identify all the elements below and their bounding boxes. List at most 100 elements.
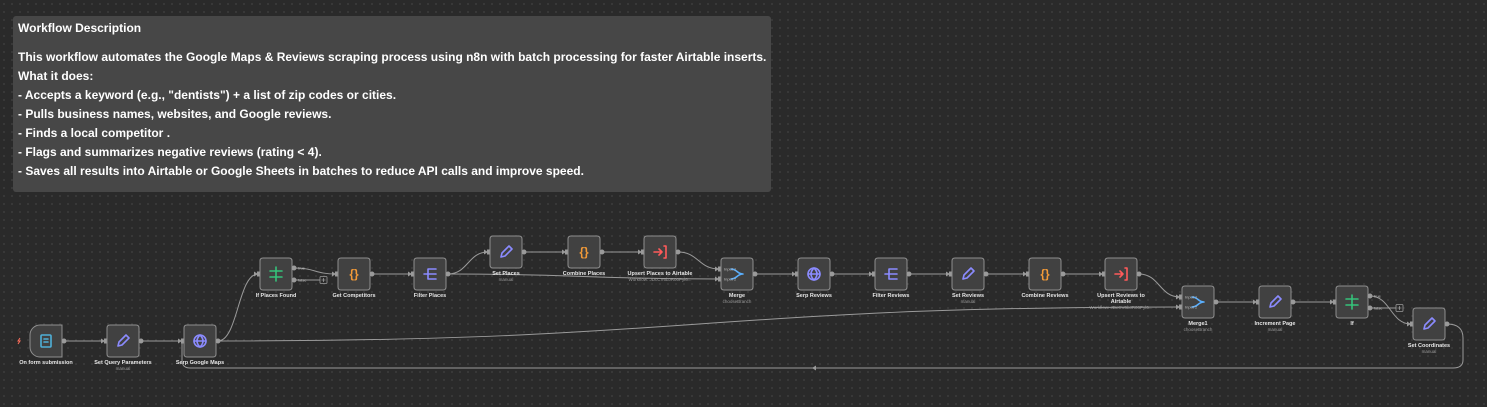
workflow-node[interactable]: {} Combine Places [563,235,606,277]
node-label: Serp Google Maps [176,360,224,366]
arrow-head [869,271,873,277]
output-label: true [298,266,306,271]
output-handle[interactable] [1367,293,1373,299]
note-line: What it does: [18,69,94,83]
input-handle [949,271,952,277]
node-label: Set Places [492,271,520,277]
input-handle [411,271,414,277]
output-handle[interactable] [906,271,912,277]
node-icon [1269,295,1282,308]
add-button[interactable] [319,276,328,284]
node-subtitle: Workflow: JDcCV6bJR00Pyl6... [629,277,692,282]
input-label: Input 2 [1185,305,1198,310]
arrow-head [1330,299,1334,305]
input-label: Input 2 [724,277,737,282]
node-box [1028,257,1062,291]
node-subtitle: manual [116,366,131,371]
node-subtitle: manual [1422,349,1437,354]
output-handle[interactable] [1290,299,1296,305]
input-handle [1410,321,1413,327]
output-handle[interactable] [983,271,989,277]
output-handle[interactable] [1060,271,1066,277]
node-icon [423,268,437,280]
output-handle[interactable] [599,249,605,255]
connection [1138,273,1181,298]
output-handle[interactable] [445,271,451,277]
output-handle[interactable] [291,265,297,271]
output-handle[interactable] [675,249,681,255]
node-subtitle: manual [499,277,514,282]
note-line: - Accepts a keyword (e.g., "dentists") +… [18,88,397,102]
node-box [29,324,63,358]
node-label: Set Query Parameters [94,360,151,366]
workflow-node[interactable]: Serp Reviews [795,257,835,299]
node-box [489,235,523,269]
arrow-head [1099,271,1103,277]
node-label: Set Coordinates [1408,343,1450,349]
connections [63,249,1464,371]
connection [677,251,720,270]
node-icon: {} [349,267,359,281]
output-handle[interactable] [521,249,527,255]
add-icon [321,278,326,282]
output-handle[interactable] [1444,321,1450,327]
connection [181,323,1464,369]
node-icon [730,268,744,280]
input-handle [1179,294,1182,300]
arrow-head [946,271,950,277]
node-label: Set Reviews [952,293,984,299]
node-box [1181,285,1215,319]
workflow-node[interactable]: true false If Places Found [256,257,308,299]
output-handle[interactable] [215,338,221,344]
output-handle[interactable] [138,338,144,344]
output-handle[interactable] [752,271,758,277]
output-handle[interactable] [829,271,835,277]
arrow-head [408,271,412,277]
output-handle[interactable] [61,338,67,344]
workflow-node[interactable]: true false If [1333,285,1383,327]
connection [217,273,259,342]
input-handle [565,249,568,255]
workflow-node[interactable]: {} Get Competitors [332,257,376,299]
arrow-head [812,365,816,371]
workflow-node[interactable]: Filter Places [411,257,451,299]
connection [1369,295,1412,325]
input-handle [335,271,338,277]
arrow-head [638,249,642,255]
note-line: - Pulls business names, websites, and Go… [18,107,332,121]
sticky-note[interactable]: Workflow Description This workflow autom… [13,16,771,192]
node-icon: {} [1040,267,1050,281]
workflow-node[interactable]: On form submission [17,324,73,366]
workflow-node[interactable]: Serp Google Maps [176,324,224,366]
node-icon [1423,317,1436,330]
add-button[interactable] [1395,304,1404,312]
output-handle[interactable] [369,271,375,277]
input-handle [641,249,644,255]
workflow-node[interactable]: Filter Reviews [872,257,912,299]
output-label: false [1374,306,1383,311]
output-handle[interactable] [291,277,297,283]
node-icon [193,334,207,348]
node-icon [1114,267,1128,281]
input-label: Input 1 [1185,295,1198,300]
output-handle[interactable] [1367,305,1373,311]
output-handle[interactable] [1213,299,1219,305]
arrow-head [715,266,719,272]
output-handle[interactable] [1136,271,1142,277]
workflow-node[interactable]: {} Combine Reviews [1021,257,1069,299]
arrow-head [1253,299,1257,305]
node-label: Filter Reviews [873,293,910,299]
note-title: Workflow Description [18,21,142,35]
node-label: Combine Places [563,271,606,277]
